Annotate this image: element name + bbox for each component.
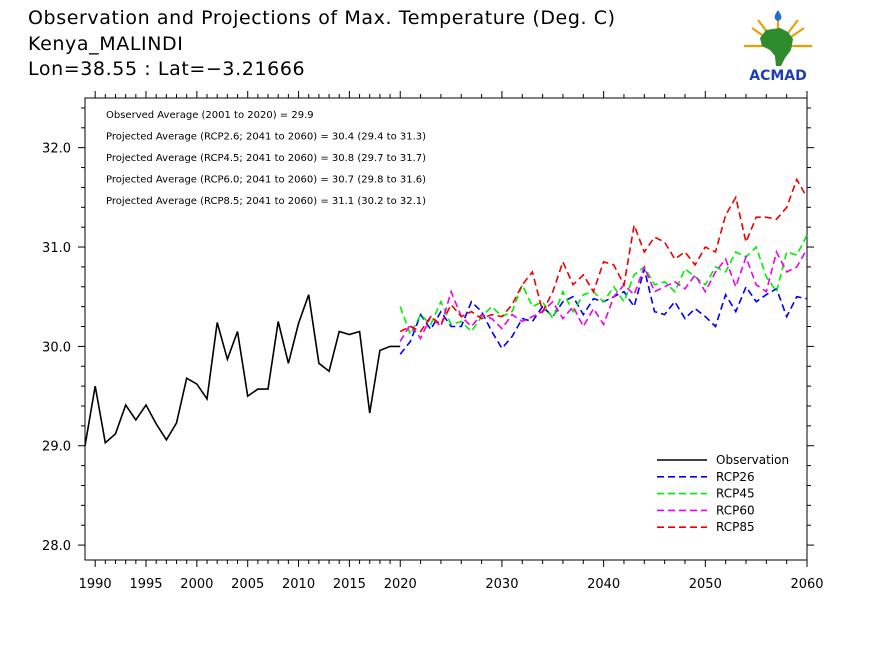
- annotation-line: Projected Average (RCP2.6; 2041 to 2060)…: [106, 132, 426, 143]
- chart-title: Observation and Projections of Max. Temp…: [28, 7, 616, 29]
- annotation-line: Projected Average (RCP8.5; 2041 to 2060)…: [106, 196, 426, 207]
- series-line-observation: [84, 294, 401, 446]
- legend-label: RCP60: [716, 503, 755, 517]
- x-tick-label: 1990: [79, 577, 112, 592]
- x-tick-label: 2015: [333, 577, 366, 592]
- plot-frame: [84, 97, 808, 561]
- axis-ticks: 28.0 29.0 30.0 31.0 32.0 1990 1995 2000 2005 2010…: [42, 91, 824, 592]
- annotation-line: Observed Average (2001 to 2020) = 29.9: [106, 110, 314, 121]
- x-tick-label: 2005: [231, 577, 264, 592]
- series-line-rcp26: [399, 268, 808, 355]
- x-tick-label: 2040: [587, 577, 620, 592]
- series-line-rcp45: [399, 234, 808, 337]
- x-tick-label: 2020: [384, 577, 417, 592]
- annotation-line: Projected Average (RCP6.0; 2041 to 2060)…: [106, 175, 426, 186]
- x-tick-label: 2030: [485, 577, 518, 592]
- y-tick-label: 29.0: [42, 440, 71, 455]
- legend-label: RCP45: [716, 487, 755, 501]
- legend-label: RCP26: [716, 470, 755, 484]
- annotation-line: Projected Average (RCP4.5; 2041 to 2060)…: [106, 153, 426, 164]
- series-lines: [84, 177, 808, 446]
- acmad-logo: ACMAD: [744, 10, 812, 84]
- x-tick-label: 2060: [790, 577, 823, 592]
- y-tick-label: 28.0: [42, 539, 71, 554]
- legend-label: Observation: [716, 453, 789, 467]
- x-tick-label: 2000: [180, 577, 213, 592]
- x-tick-label: 2010: [282, 577, 315, 592]
- y-tick-label: 30.0: [42, 340, 71, 355]
- x-tick-label: 2050: [689, 577, 722, 592]
- annotations: Observed Average (2001 to 2020) = 29.9 Pr…: [106, 110, 426, 207]
- legend-label: RCP85: [716, 520, 755, 534]
- acmad-logo-text: ACMAD: [749, 68, 807, 84]
- coordinates-label: Lon=38.55 : Lat=−3.21666: [28, 58, 306, 80]
- location-label: Kenya_MALINDI: [28, 33, 184, 55]
- x-tick-label: 1995: [129, 577, 162, 592]
- y-tick-label: 31.0: [42, 241, 71, 256]
- y-tick-label: 32.0: [42, 142, 71, 157]
- series-line-rcp85: [399, 177, 808, 333]
- series-line-rcp60: [399, 248, 808, 342]
- legend: Observation RCP26 RCP45 RCP60 RCP85: [657, 453, 789, 534]
